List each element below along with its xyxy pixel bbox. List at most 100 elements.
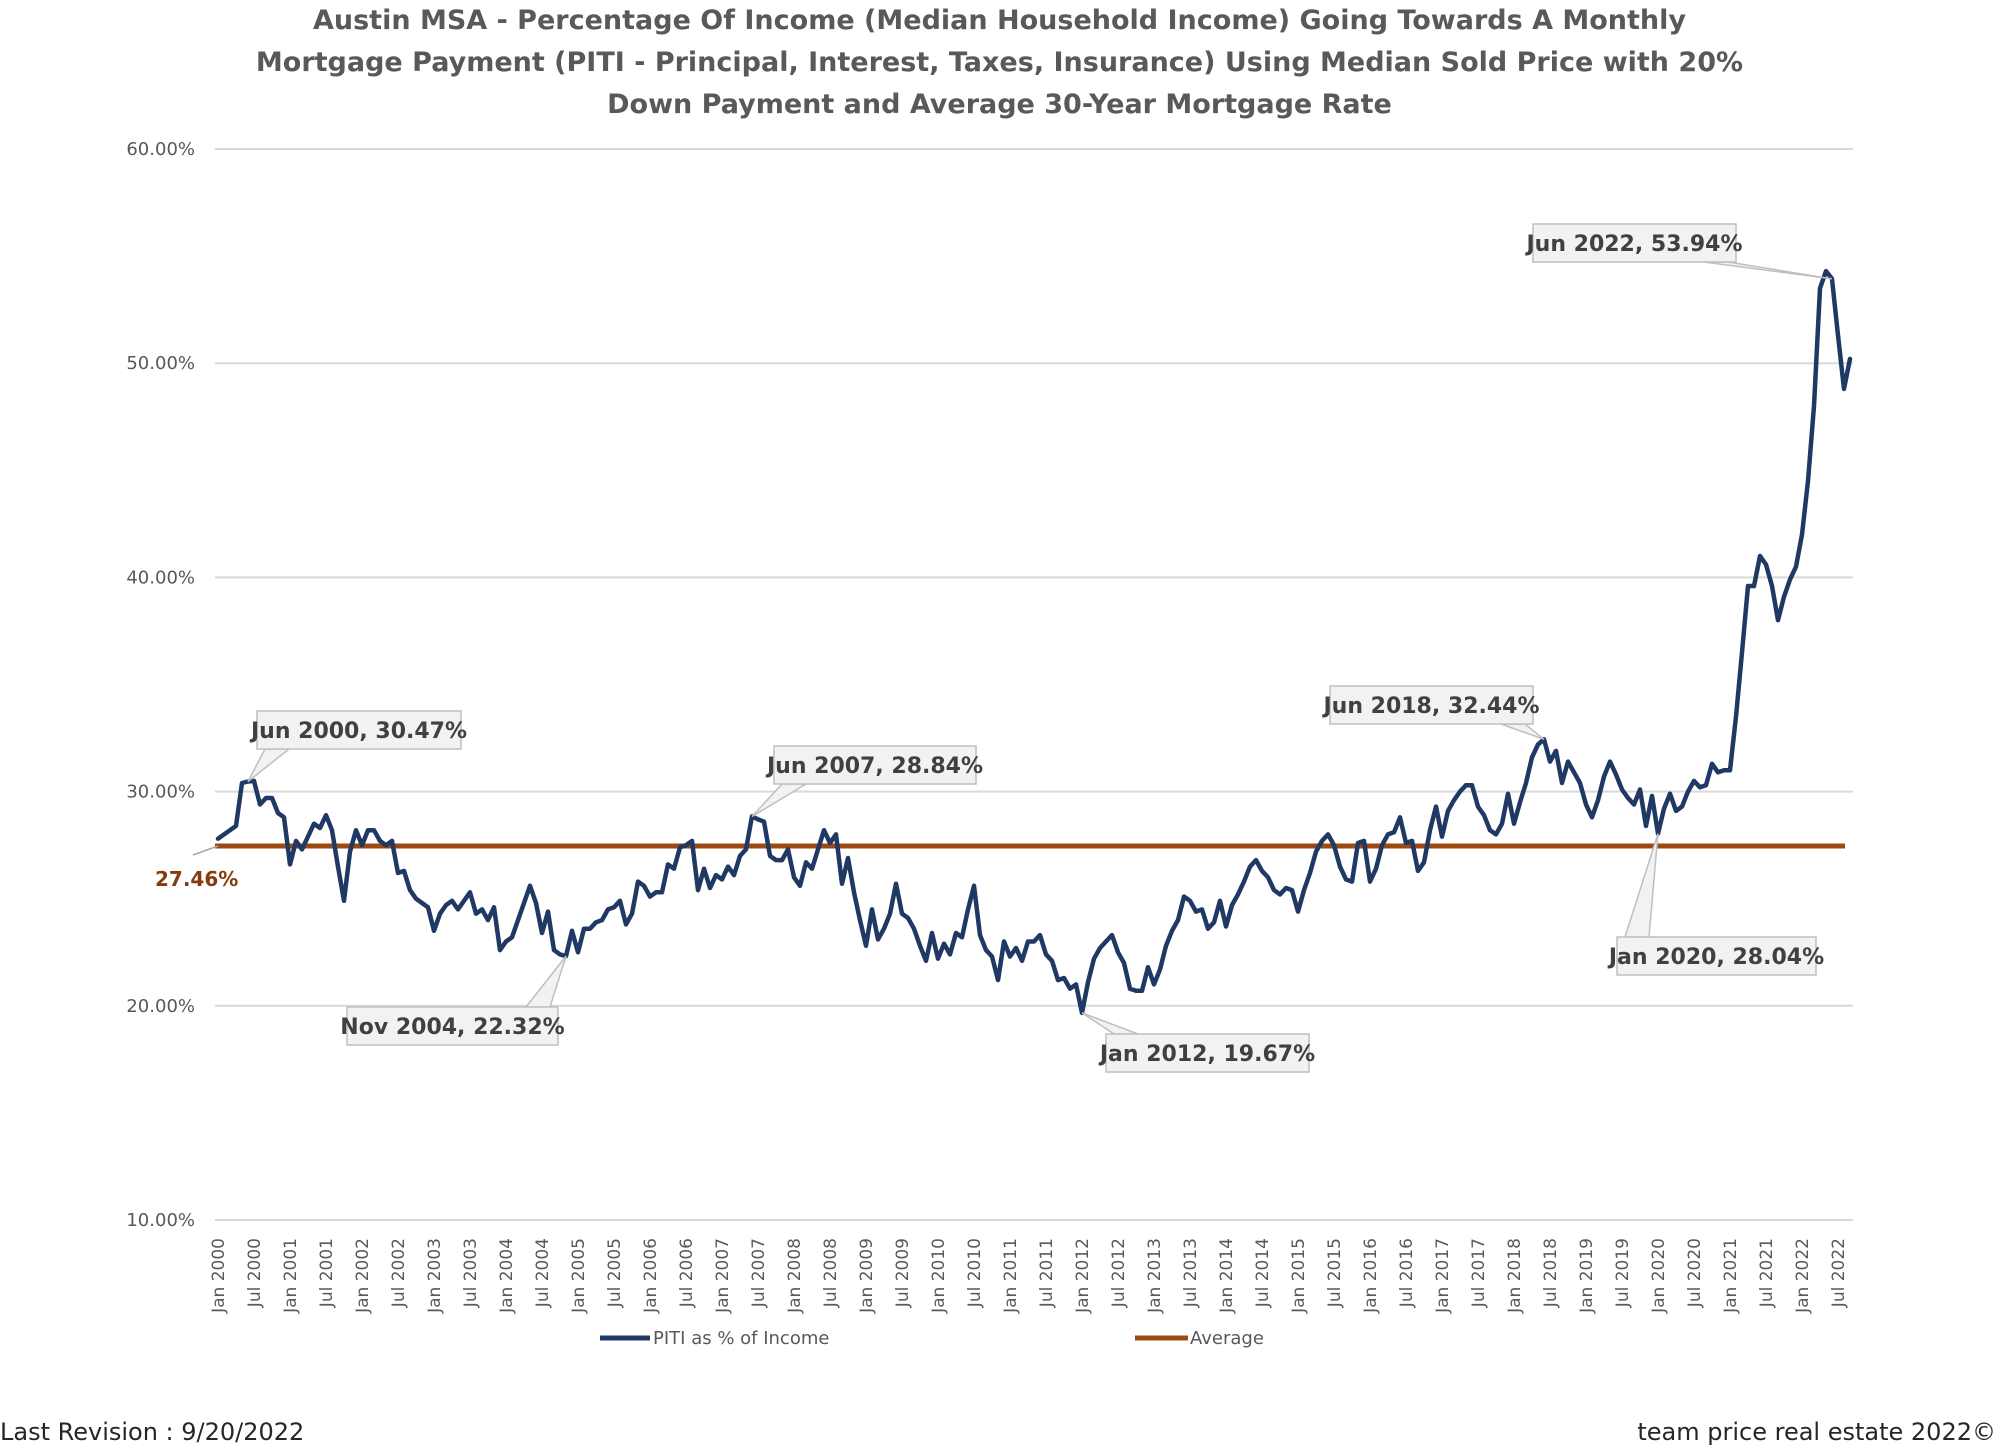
y-tick-label: 40.00%	[126, 567, 195, 588]
x-tick-label: Jul 2004	[533, 1238, 553, 1308]
annotation-box	[256, 710, 462, 750]
annotation-box	[1616, 936, 1817, 976]
annotations: Jun 2000, 30.47% Nov 2004, 22.32% Jun 2007…	[247, 223, 1833, 1073]
y-tick-label: 20.00%	[126, 996, 195, 1017]
x-tick-label: Jan 2018	[1505, 1238, 1525, 1314]
annotation-pointer	[1623, 833, 1659, 938]
annotation-callout: Jun 2000, 30.47%	[247, 710, 467, 783]
annotation-callout: Jan 2020, 28.04%	[1607, 833, 1824, 976]
legend-label-piti: PITI as % of Income	[653, 1328, 829, 1349]
annotation-callout: Jun 2007, 28.84%	[751, 745, 983, 818]
legend-item-average: Average	[1135, 1328, 1264, 1349]
x-tick-label: Jul 2014	[1253, 1238, 1273, 1308]
gridlines	[215, 148, 1853, 1221]
y-tick-label: 60.00%	[126, 139, 195, 160]
x-tick-label: Jan 2002	[353, 1238, 373, 1314]
legend-item-piti: PITI as % of Income	[600, 1328, 829, 1349]
y-tick-label: 10.00%	[126, 1210, 195, 1231]
legend: PITI as % of Income Average	[600, 1328, 1264, 1349]
annotation-pointer	[1500, 723, 1545, 741]
x-tick-label: Jul 2009	[893, 1238, 913, 1308]
x-tick-label: Jul 2007	[749, 1238, 769, 1308]
x-tick-label: Jul 2010	[965, 1238, 985, 1308]
piti-series	[215, 268, 1853, 1016]
annotation-label: Jan 2012, 19.67%	[1098, 1042, 1315, 1067]
annotation-label: Nov 2004, 22.32%	[340, 1015, 564, 1040]
x-axis-ticks: Jan 2000 Jul 2000 Jan 2001 Jul 2001 Jan 2002…	[209, 1238, 1849, 1314]
average-value-label: 27.46%	[155, 867, 238, 891]
x-tick-label: Jan 2019	[1577, 1238, 1597, 1314]
x-tick-label: Jul 2017	[1469, 1238, 1489, 1308]
x-tick-label: Jan 2006	[641, 1238, 661, 1314]
y-tick-label: 30.00%	[126, 782, 195, 803]
x-tick-label: Jan 2022	[1793, 1238, 1813, 1314]
x-tick-label: Jul 2005	[605, 1238, 625, 1308]
x-tick-label: Jan 2003	[425, 1238, 445, 1314]
annotation-box	[1532, 223, 1737, 263]
annotation-callout: Jun 2018, 32.44%	[1321, 685, 1545, 741]
average-series: 27.46%	[155, 843, 1845, 891]
x-tick-label: Jul 2018	[1541, 1238, 1561, 1308]
chart-title: Austin MSA - Percentage Of Income (Media…	[0, 0, 1999, 126]
x-tick-label: Jul 2011	[1037, 1238, 1057, 1308]
x-tick-label: Jul 2015	[1325, 1238, 1345, 1308]
x-tick-label: Jul 2019	[1613, 1238, 1633, 1308]
x-tick-label: Jul 2003	[461, 1238, 481, 1308]
x-tick-label: Jan 2011	[1001, 1238, 1021, 1314]
y-tick-label: 50.00%	[126, 353, 195, 374]
x-tick-label: Jan 2021	[1721, 1238, 1741, 1314]
annotation-label: Jun 2018, 32.44%	[1321, 694, 1539, 719]
copyright-text: team price real estate 2022©	[1637, 1418, 1996, 1446]
chart-title-line-3: Down Payment and Average 30-Year Mortgag…	[607, 89, 1392, 120]
x-tick-label: Jan 2008	[785, 1238, 805, 1314]
line-chart: 10.00% 20.00% 30.00% 40.00% 50.00% 60.00% Jan…	[126, 139, 1853, 1349]
chart-title-line-1: Austin MSA - Percentage Of Income (Media…	[312, 5, 1687, 36]
x-tick-label: Jan 2000	[209, 1238, 229, 1314]
annotation-box	[1329, 685, 1534, 725]
annotation-callout: Nov 2004, 22.32%	[340, 955, 567, 1046]
x-tick-label: Jul 2008	[821, 1238, 841, 1308]
annotation-label: Jun 2007, 28.84%	[765, 754, 983, 779]
x-tick-label: Jan 2016	[1361, 1238, 1381, 1314]
x-tick-label: Jul 2006	[677, 1238, 697, 1308]
x-tick-label: Jul 2022	[1829, 1238, 1849, 1308]
annotation-pointer	[751, 783, 809, 818]
x-tick-label: Jan 2001	[281, 1238, 301, 1314]
annotation-callout: Jan 2012, 19.67%	[1081, 1012, 1315, 1073]
x-tick-label: Jan 2010	[929, 1238, 949, 1314]
x-tick-label: Jan 2005	[569, 1238, 589, 1314]
annotation-label: Jan 2020, 28.04%	[1607, 945, 1824, 970]
x-tick-label: Jul 2020	[1685, 1238, 1705, 1308]
x-tick-label: Jul 2013	[1181, 1238, 1201, 1308]
x-tick-label: Jul 2001	[317, 1238, 337, 1308]
x-tick-label: Jul 2016	[1397, 1238, 1417, 1308]
piti-line	[215, 268, 1853, 1016]
x-tick-label: Jan 2013	[1145, 1238, 1165, 1314]
x-tick-label: Jan 2004	[497, 1238, 517, 1314]
annotation-pointer	[524, 955, 567, 1008]
chart-title-line-2: Mortgage Payment (PITI - Principal, Inte…	[255, 47, 1744, 78]
last-revision-text: Last Revision : 9/20/2022	[0, 1418, 305, 1446]
x-tick-label: Jan 2020	[1649, 1238, 1669, 1314]
x-tick-label: Jan 2007	[713, 1238, 733, 1314]
x-tick-label: Jul 2021	[1757, 1238, 1777, 1308]
x-tick-label: Jan 2012	[1073, 1238, 1093, 1314]
annotation-label: Jun 2022, 53.94%	[1524, 232, 1742, 257]
y-axis-ticks: 10.00% 20.00% 30.00% 40.00% 50.00% 60.00%	[126, 139, 195, 1231]
annotation-box	[346, 1006, 559, 1046]
annotation-pointer	[1081, 1012, 1139, 1035]
x-tick-label: Jan 2009	[857, 1238, 877, 1314]
annotation-callout: Jun 2022, 53.94%	[1524, 223, 1833, 280]
annotation-box	[773, 745, 977, 785]
x-tick-label: Jan 2014	[1217, 1238, 1237, 1314]
x-tick-label: Jul 2000	[245, 1238, 265, 1308]
x-tick-label: Jul 2012	[1109, 1238, 1129, 1308]
x-tick-label: Jan 2017	[1433, 1238, 1453, 1314]
annotation-label: Jun 2000, 30.47%	[249, 719, 467, 744]
x-tick-label: Jan 2015	[1289, 1238, 1309, 1314]
x-tick-label: Jul 2002	[389, 1238, 409, 1308]
legend-label-average: Average	[1190, 1328, 1264, 1349]
annotation-box	[1105, 1033, 1310, 1073]
average-label-leader	[192, 845, 219, 856]
annotation-pointer	[247, 748, 292, 783]
